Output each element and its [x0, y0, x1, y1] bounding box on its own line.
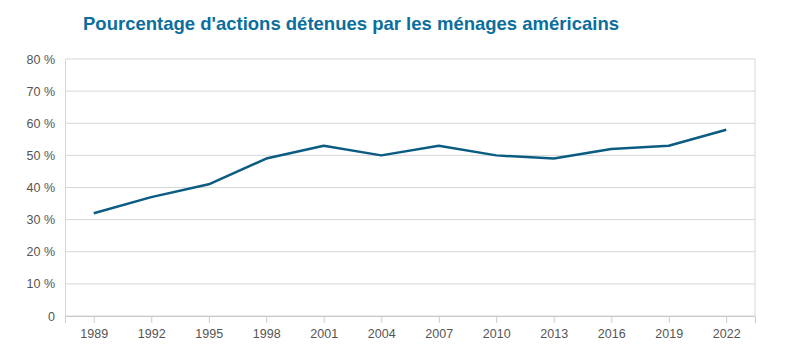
- title: Pourcentage d'actions détenues par les m…: [83, 13, 619, 34]
- x-tick-label: 1995: [195, 327, 223, 341]
- frame: [755, 59, 756, 316]
- x-tick-mark: [726, 316, 727, 323]
- grid-line: [65, 155, 755, 156]
- x-axis-line: [66, 317, 756, 324]
- grid-line: [65, 187, 755, 188]
- x-tick-label: 2019: [655, 327, 683, 341]
- y-tick-label: 20 %: [27, 245, 56, 259]
- y-tick: 40 %: [27, 181, 66, 195]
- x-tick-mark: [381, 316, 382, 323]
- grid-line: [65, 283, 755, 284]
- y-tick-label: 40 %: [27, 181, 56, 195]
- grid-line: [65, 251, 755, 252]
- x-tick-mark: [151, 316, 152, 323]
- x-tick: 2022: [713, 316, 741, 341]
- y-tick-label: 0: [48, 310, 55, 324]
- y-tick: 20 %: [27, 245, 66, 259]
- x-tick-mark: [496, 316, 497, 323]
- x-tick-mark: [669, 316, 670, 323]
- grid-line: [65, 91, 755, 92]
- x-tick-label: 2007: [425, 327, 453, 341]
- x-tick-mark: [611, 316, 612, 323]
- chart: Pourcentage d'actions détenues par les m…: [0, 0, 793, 360]
- x-tick-mark: [324, 316, 325, 323]
- x-tick: 2004: [368, 316, 396, 341]
- x-tick-label: 2013: [540, 327, 568, 341]
- grid: [65, 59, 755, 316]
- y-tick: 30 %: [27, 213, 66, 227]
- x-tick-label: 1998: [253, 327, 281, 341]
- y-tick: 70 %: [27, 85, 66, 99]
- x-tick-mark: [266, 316, 267, 323]
- marks: [94, 130, 727, 214]
- x-tick-mark: [209, 316, 210, 323]
- x-tick-label: 2010: [483, 327, 511, 341]
- x-tick: 2010: [483, 316, 511, 341]
- y-tick: 80 %: [27, 53, 66, 67]
- y-tick: 50 %: [27, 149, 66, 163]
- y-axis: 0 10 % 20 % 30 % 40 % 50 % 60 % 70 % 80 %: [27, 53, 66, 324]
- y-tick: 60 %: [27, 117, 66, 131]
- x-tick-label: 2004: [368, 327, 396, 341]
- x-tick-label: 2016: [598, 327, 626, 341]
- x-tick: 2001: [310, 316, 338, 341]
- y-tick: 10 %: [27, 277, 66, 291]
- y-tick: 0: [48, 310, 65, 324]
- y-tick-label: 30 %: [27, 213, 56, 227]
- grid-line: [65, 219, 755, 220]
- plot: 0 10 % 20 % 30 % 40 % 50 % 60 % 70 % 80 % 1989 199…: [27, 53, 756, 341]
- y-axis-line: [65, 60, 66, 317]
- x-tick: 1992: [138, 316, 166, 341]
- y-tick-label: 80 %: [27, 53, 56, 67]
- x-tick-label: 1989: [80, 327, 108, 341]
- x-tick: 2019: [655, 316, 683, 341]
- x-tick: 1995: [195, 316, 223, 341]
- x-axis: 1989 1992 1995 1998 2001 2004 2007 2010 2013 2016…: [66, 316, 756, 341]
- y-tick-label: 50 %: [27, 149, 56, 163]
- x-tick-label: 1992: [138, 327, 166, 341]
- x-tick-mark: [554, 316, 555, 323]
- x-tick-mark: [94, 316, 95, 323]
- x-tick: 2013: [540, 316, 568, 341]
- y-tick-label: 10 %: [27, 277, 56, 291]
- grid-line: [65, 59, 755, 60]
- x-tick-label: 2022: [713, 327, 741, 341]
- x-tick: 2016: [598, 316, 626, 341]
- y-tick-label: 60 %: [27, 117, 56, 131]
- x-tick: 2007: [425, 316, 453, 341]
- x-tick: 1989: [80, 316, 108, 341]
- x-tick-mark: [439, 316, 440, 323]
- grid-line: [65, 123, 755, 124]
- x-tick: 1998: [253, 316, 281, 341]
- line: [94, 130, 727, 214]
- y-tick-label: 70 %: [27, 85, 56, 99]
- x-tick-label: 2001: [310, 327, 338, 341]
